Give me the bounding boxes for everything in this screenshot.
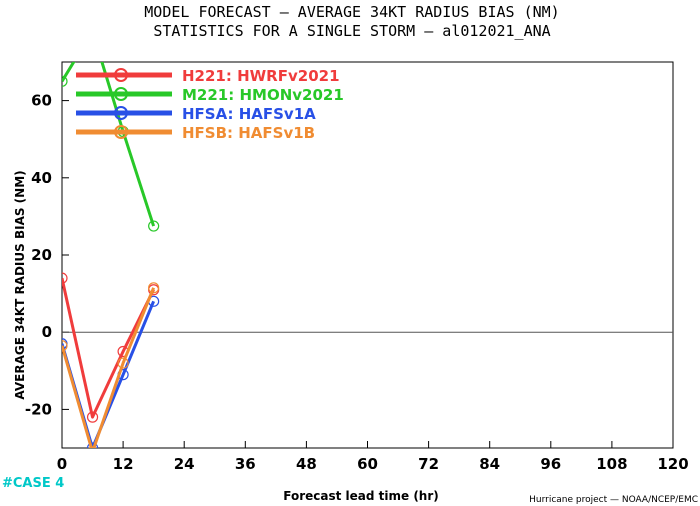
- data-point: [117, 357, 129, 369]
- legend-label: HFSB: HAFSv1B: [182, 124, 315, 142]
- chart-title: MODEL FORECAST — AVERAGE 34KT RADIUS BIA…: [144, 3, 559, 21]
- data-point: [62, 272, 68, 284]
- y-tick-label: 40: [31, 169, 52, 187]
- legend-label: HFSA: HAFSv1A: [182, 105, 316, 123]
- x-tick-label: 96: [540, 455, 561, 473]
- x-tick-label: 60: [357, 455, 378, 473]
- series-3: [62, 282, 160, 448]
- x-tick-label: 84: [479, 455, 500, 473]
- legend-marker: [114, 106, 128, 120]
- legend-label: H221: HWRFv2021: [182, 67, 340, 85]
- legend-item: HFSB: HAFSv1B: [76, 124, 315, 142]
- legend-marker: [114, 87, 128, 101]
- data-point: [62, 75, 68, 87]
- series-line: [62, 287, 155, 448]
- data-point: [62, 340, 68, 352]
- axis-ticks: 0 12 24 36 48 60 72 84 96 108 120 -20 0 20 40 60: [25, 92, 689, 473]
- x-tick-label: 0: [57, 455, 67, 473]
- x-tick-label: 48: [296, 455, 317, 473]
- legend-item: HFSA: HAFSv1A: [76, 105, 316, 123]
- credit-text: Hurricane project — NOAA/NCEP/EMC: [529, 495, 698, 505]
- data-point: [148, 220, 160, 232]
- case-label: #CASE 4: [2, 476, 64, 491]
- series-0: [62, 272, 160, 423]
- x-tick-label: 12: [113, 455, 134, 473]
- series-line: [62, 62, 156, 227]
- x-tick-label: 24: [174, 455, 195, 473]
- chart-subtitle: STATISTICS FOR A SINGLE STORM — al012021…: [153, 22, 550, 40]
- series-layer: [62, 26, 160, 448]
- data-point: [86, 411, 99, 423]
- legend-item: M221: HMONv2021: [76, 86, 344, 104]
- plot-frame: [61, 61, 674, 449]
- x-tick-label: 120: [657, 455, 688, 473]
- series-1: [62, 26, 160, 232]
- y-tick-label: 0: [42, 323, 52, 341]
- y-tick-label: 60: [31, 92, 52, 110]
- x-tick-label: 36: [235, 455, 256, 473]
- x-axis-label: Forecast lead time (hr): [283, 489, 439, 503]
- data-point: [88, 446, 97, 448]
- y-tick-label: 20: [31, 246, 52, 264]
- y-axis-label: AVERAGE 34KT RADIUS BIAS (NM): [13, 170, 27, 399]
- legend-label: M221: HMONv2021: [182, 86, 344, 104]
- legend-marker: [114, 125, 128, 139]
- legend-marker: [114, 68, 128, 82]
- data-point: [148, 282, 160, 294]
- x-tick-label: 72: [418, 455, 439, 473]
- series-line: [62, 277, 155, 419]
- data-point: [86, 442, 99, 448]
- x-tick-label: 108: [596, 455, 627, 473]
- legend-item: H221: HWRFv2021: [76, 67, 340, 85]
- data-point: [88, 26, 98, 36]
- y-tick-label: -20: [25, 400, 52, 418]
